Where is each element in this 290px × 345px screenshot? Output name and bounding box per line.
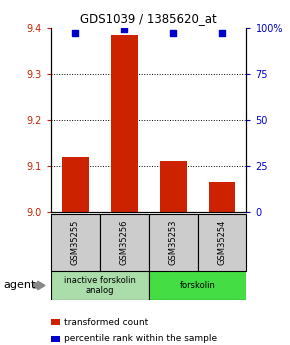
Text: percentile rank within the sample: percentile rank within the sample xyxy=(64,334,217,343)
FancyArrow shape xyxy=(33,281,45,290)
Text: GSM35253: GSM35253 xyxy=(168,220,177,265)
Text: inactive forskolin
analog: inactive forskolin analog xyxy=(64,276,136,295)
Bar xyxy=(197,214,246,271)
Point xyxy=(122,27,126,32)
Bar xyxy=(148,271,246,300)
Bar xyxy=(51,214,100,271)
Text: transformed count: transformed count xyxy=(64,318,148,327)
Point xyxy=(73,30,77,36)
Bar xyxy=(51,271,148,300)
Bar xyxy=(148,214,197,271)
Text: agent: agent xyxy=(3,280,35,290)
Text: forskolin: forskolin xyxy=(180,281,215,290)
Title: GDS1039 / 1385620_at: GDS1039 / 1385620_at xyxy=(80,12,217,25)
Point xyxy=(171,30,175,36)
Text: GSM35256: GSM35256 xyxy=(120,220,129,265)
Bar xyxy=(62,157,89,212)
Text: GSM35254: GSM35254 xyxy=(218,220,226,265)
Bar xyxy=(160,161,186,212)
Text: GSM35255: GSM35255 xyxy=(71,220,80,265)
Point xyxy=(220,30,224,36)
Bar xyxy=(111,34,138,212)
Bar xyxy=(100,214,148,271)
Bar xyxy=(209,182,235,212)
